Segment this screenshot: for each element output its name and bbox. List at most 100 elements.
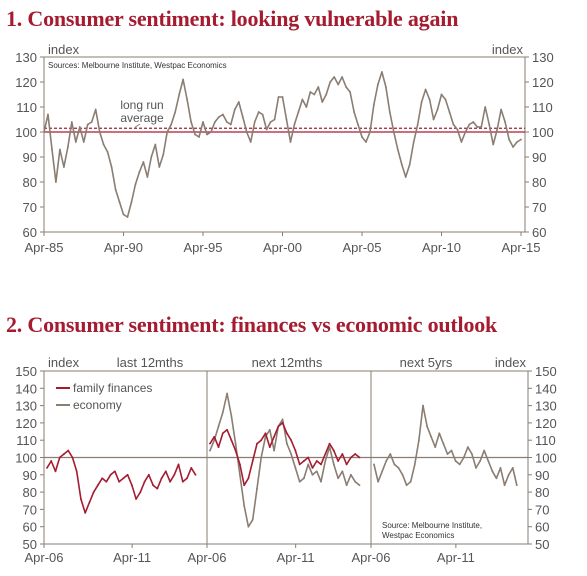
chart1-data-point (142, 161, 145, 163)
chart1-data-point (146, 176, 149, 178)
chart2-data-point (268, 446, 271, 449)
chart1-data-point (78, 126, 81, 128)
chart1-xtick-label: Apr-10 (422, 240, 461, 255)
chart1-data-point (313, 93, 316, 96)
chart1-ytick-left-label: 60 (23, 225, 37, 240)
chart1-data-point (214, 121, 216, 123)
chart2-data-point (483, 449, 486, 452)
chart2-data-point (442, 442, 445, 445)
chart1-data-point (194, 133, 196, 136)
chart2-xtick-label: Apr-06 (187, 550, 226, 565)
chart1-data-point (424, 88, 427, 91)
chart2-data-point (277, 425, 280, 428)
chart2-data-point (503, 484, 506, 487)
chart2-data-point (381, 470, 384, 473)
chart1-data-point (329, 81, 332, 83)
chart1-data-point (464, 131, 467, 133)
chart1-data-point (130, 201, 133, 203)
chart2-ytick-left-label: 140 (15, 381, 37, 396)
chart1-data-point (297, 111, 300, 113)
chart1-data-point (106, 151, 109, 153)
chart1-ytick-right-label: 70 (532, 200, 546, 215)
chart1-data-point (512, 146, 514, 148)
chart2-data-point (281, 418, 284, 421)
chart2-data-point (238, 463, 241, 466)
chart2-ytick-right-label: 70 (535, 502, 549, 517)
chart1-data-point (365, 141, 367, 143)
chart1-data-point (122, 213, 125, 216)
chart2-data-point (92, 491, 95, 493)
chart2-ytick-right-label: 90 (535, 468, 549, 483)
chart1-data-point (166, 131, 169, 133)
chart1-data-point (309, 91, 312, 93)
chart2-data-point (285, 432, 288, 435)
chart1-xtick-label: Apr-00 (263, 240, 302, 255)
chart2-data-point (217, 425, 220, 428)
chart2-data-point (479, 460, 482, 462)
chart2-data-point (186, 477, 188, 480)
chart2-ytick-right-label: 80 (535, 485, 549, 500)
chart1-data-point (51, 148, 53, 151)
chart1-data-point (432, 118, 435, 121)
chart1-data-point (74, 141, 77, 143)
chart2-data-point (181, 480, 184, 483)
chart1-data-point (281, 96, 284, 98)
chart1-data-point (233, 108, 236, 111)
chart2-panel-label: next 5yrs (400, 355, 453, 370)
chart1-data-point (182, 78, 185, 81)
chart1-data-point (289, 141, 292, 143)
chart2-xtick-label: Apr-11 (277, 550, 315, 565)
chart2-data-point (426, 425, 428, 428)
chart1-data-point (392, 131, 395, 133)
chart1-ytick-right-label: 90 (532, 150, 546, 165)
chart1-data-point (444, 98, 447, 101)
chart2-ytick-left-label: 90 (23, 468, 37, 483)
chart2-ytick-left-label: 120 (15, 416, 37, 431)
chart1-data-point (357, 123, 359, 126)
chart1-data-point (170, 123, 173, 126)
chart2-data-point (113, 470, 116, 473)
chart2-data-point (190, 466, 193, 469)
chart1-data-point (488, 123, 491, 126)
chart1-data-point (504, 121, 507, 123)
chart2-data-point (67, 449, 70, 452)
chart2-data-point (273, 449, 275, 452)
chart2-ytick-right-label: 50 (535, 537, 549, 552)
chart1-frame (43, 56, 526, 233)
chart1-data-point (249, 141, 252, 143)
chart1-data-point (62, 166, 65, 168)
chart2-data-point (109, 473, 112, 476)
chart1-data-point (59, 148, 61, 151)
chart1-data-point (90, 121, 93, 123)
chart2-data-point (147, 473, 150, 476)
chart1-data-point (325, 93, 328, 96)
chart1-data-point (400, 163, 403, 166)
chart2-data-point (221, 432, 224, 435)
chart2-data-point (46, 466, 48, 469)
chart2-data-point (303, 460, 305, 462)
chart2-data-point (152, 484, 154, 487)
chart1-data-point (253, 121, 256, 123)
chart2-data-point (307, 463, 310, 466)
chart2-xtick-label: Apr-11 (113, 550, 151, 565)
chart1-data-point (190, 121, 192, 123)
chart1-data-point (345, 86, 348, 88)
chart1-data-point (47, 113, 49, 116)
chart1-ytick-right-label: 100 (532, 125, 554, 140)
chart1-data-point (237, 101, 240, 103)
chart1-data-point (412, 141, 415, 143)
chart1-data-point (70, 121, 73, 123)
chart1-data-point (369, 131, 371, 133)
chart2-data-point (173, 473, 176, 476)
chart2-data-point (290, 439, 293, 442)
chart1-data-point (377, 83, 379, 86)
chart1-data-point (202, 121, 204, 123)
chart1-data-point (218, 116, 220, 118)
chart1-annotation-line1: long run (120, 98, 163, 112)
chart1-ytick-left-label: 80 (23, 175, 37, 190)
chart2-data-point (268, 428, 271, 431)
chart2-data-point (413, 463, 416, 466)
chart2-data-point (143, 480, 146, 483)
chart1-data-point (261, 113, 264, 116)
chart1-data-point (98, 131, 101, 133)
